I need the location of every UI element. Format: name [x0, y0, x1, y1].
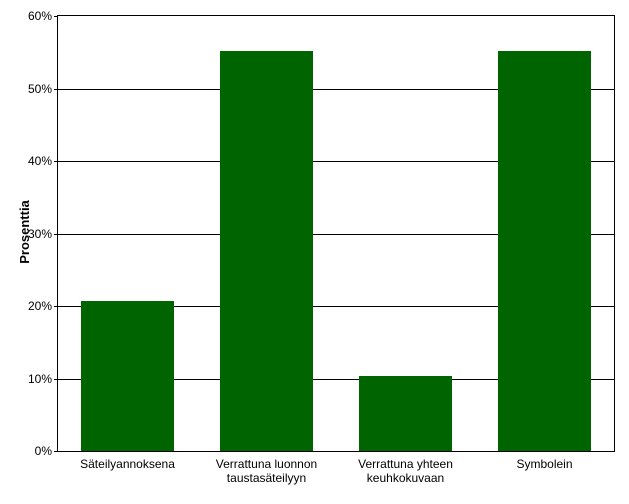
- bar: [220, 51, 313, 451]
- ytick-mark: [54, 306, 58, 307]
- xtick-label: Verrattuna luonnon taustasäteilyyn: [216, 457, 317, 486]
- ytick-mark: [54, 234, 58, 235]
- ytick-mark: [54, 89, 58, 90]
- ytick-label: 40%: [28, 154, 52, 168]
- ytick-label: 0%: [35, 444, 52, 458]
- ytick-label: 20%: [28, 299, 52, 313]
- ytick-mark: [54, 16, 58, 17]
- ytick-mark: [54, 379, 58, 380]
- ytick-mark: [54, 451, 58, 452]
- plot-area: 0%10%20%30%40%50%60%SäteilyannoksenaVerr…: [57, 15, 615, 452]
- ytick-label: 10%: [28, 372, 52, 386]
- bar: [81, 301, 174, 451]
- xtick-label: Verrattuna yhteen keuhkokuvaan: [358, 457, 453, 486]
- xtick-label: Säteilyannoksena: [80, 457, 175, 471]
- xtick-label: Symbolein: [516, 457, 572, 471]
- y-axis-label: Prosenttia: [17, 200, 32, 264]
- ytick-label: 50%: [28, 82, 52, 96]
- ytick-mark: [54, 161, 58, 162]
- bar: [359, 376, 452, 451]
- bar: [498, 51, 591, 451]
- ytick-label: 60%: [28, 9, 52, 23]
- chart-container: 0%10%20%30%40%50%60%SäteilyannoksenaVerr…: [0, 0, 629, 504]
